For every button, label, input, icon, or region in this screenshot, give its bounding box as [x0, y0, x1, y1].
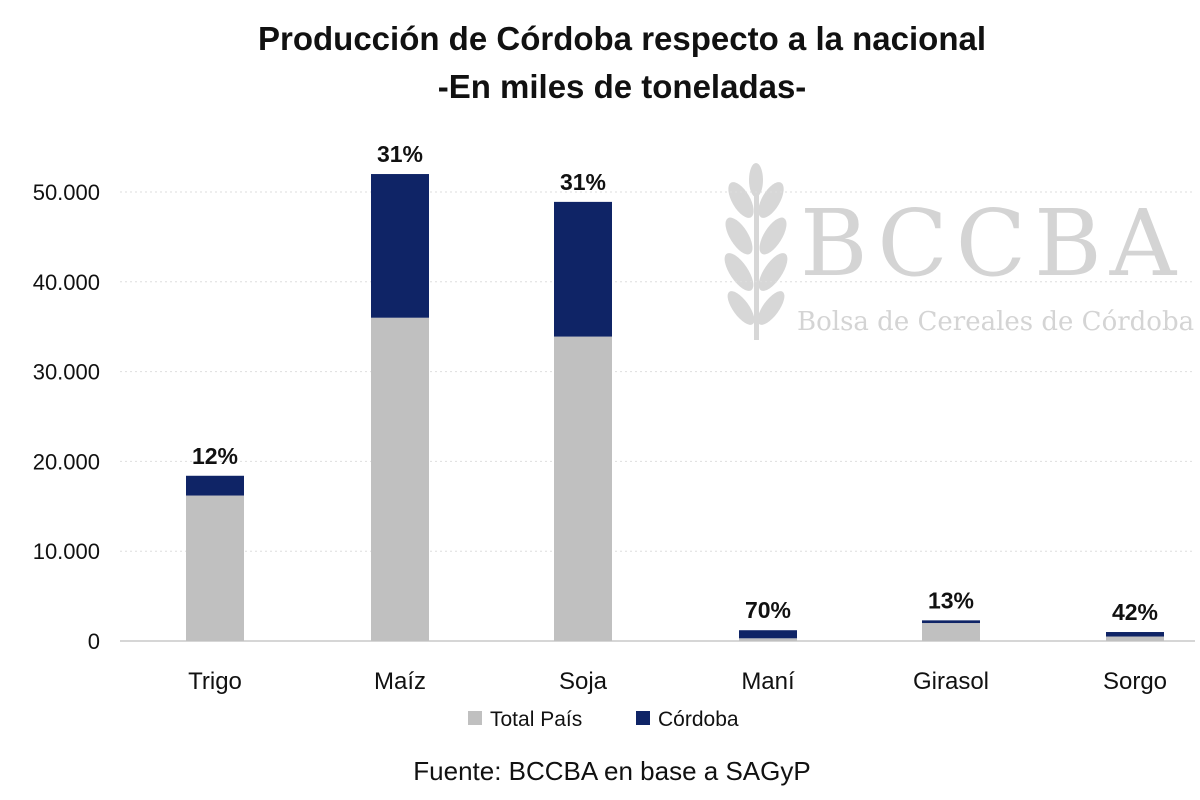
y-axis: 0 10.000 20.000 30.000 40.000 50.000	[33, 180, 100, 654]
bar-segment-cordoba	[186, 475, 244, 496]
x-tick-label: Maní	[741, 668, 795, 695]
legend-swatch-total-pais	[468, 711, 482, 725]
watermark-logo-text: BCCBA	[800, 190, 1184, 297]
x-tick-label: Soja	[559, 668, 608, 695]
watermark: BCCBA Bolsa de Cereales de Córdoba	[724, 163, 1194, 340]
y-tick-label: 0	[88, 629, 100, 654]
legend-swatch-cordoba	[636, 711, 650, 725]
grid	[120, 191, 1195, 642]
data-labels: 12% 31% 31% 70% 13% 42%	[192, 141, 1158, 625]
wheat-icon	[724, 163, 788, 340]
x-tick-label: Trigo	[188, 668, 242, 695]
bar-segment-cordoba	[1106, 632, 1164, 637]
data-label: 42%	[1112, 599, 1158, 625]
x-tick-label: Girasol	[913, 668, 989, 695]
y-tick-label: 50.000	[33, 180, 100, 205]
x-tick-label: Maíz	[374, 668, 426, 695]
y-tick-label: 40.000	[33, 270, 100, 295]
bar-segment-total-pais	[922, 623, 980, 641]
data-label: 31%	[560, 169, 606, 195]
bar-segment-total-pais	[1106, 636, 1164, 641]
chart-subtitle: -En miles de toneladas-	[438, 68, 807, 105]
bar-segment-total-pais	[186, 495, 244, 641]
legend-label-cordoba: Córdoba	[658, 708, 739, 731]
bar-segment-total-pais	[554, 336, 612, 641]
watermark-tagline: Bolsa de Cereales de Córdoba	[797, 307, 1194, 337]
legend-label-total-pais: Total País	[490, 708, 582, 731]
bar-segment-cordoba	[371, 174, 429, 318]
data-label: 31%	[377, 141, 423, 167]
bars	[186, 174, 1164, 641]
bar-segment-cordoba	[739, 630, 797, 639]
data-label: 13%	[928, 587, 974, 613]
bar-segment-total-pais	[739, 638, 797, 641]
bar-segment-cordoba	[922, 620, 980, 624]
x-axis: Trigo Maíz Soja Maní Girasol Sorgo	[188, 668, 1167, 695]
bar-segment-total-pais	[371, 317, 429, 641]
y-tick-label: 10.000	[33, 539, 100, 564]
data-label: 70%	[745, 597, 791, 623]
x-tick-label: Sorgo	[1103, 668, 1167, 695]
data-label: 12%	[192, 443, 238, 469]
bar-segment-cordoba	[554, 201, 612, 337]
source-note: Fuente: BCCBA en base a SAGyP	[413, 756, 810, 786]
y-tick-label: 30.000	[33, 360, 100, 385]
chart-title: Producción de Córdoba respecto a la naci…	[258, 20, 986, 57]
y-tick-label: 20.000	[33, 449, 100, 474]
legend: Total País Córdoba	[468, 708, 739, 731]
